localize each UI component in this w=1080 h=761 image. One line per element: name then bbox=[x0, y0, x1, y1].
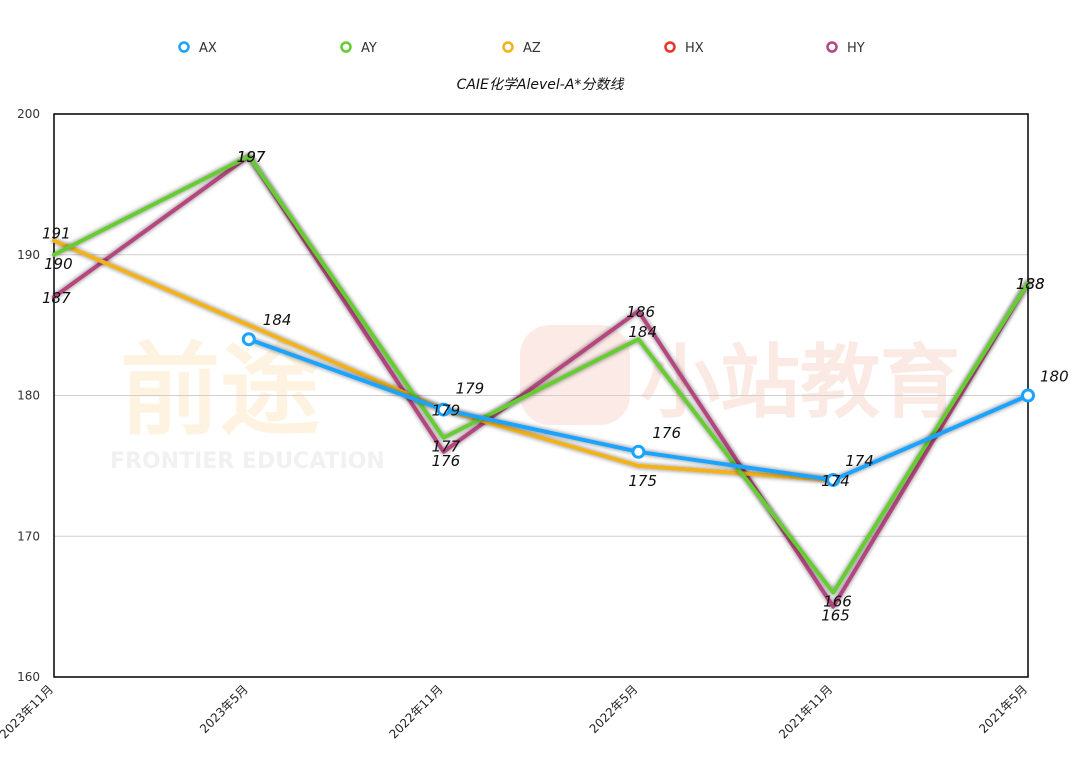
legend-item-az[interactable]: AZ bbox=[502, 41, 541, 56]
legend-item-ax[interactable]: AX bbox=[178, 41, 217, 56]
watermark-subtitle-left: FRONTIER EDUCATION bbox=[110, 449, 385, 474]
x-axis: 2023年11月 2023年5月 2022年11月 2022年5月 2021年11月 20… bbox=[0, 682, 1030, 741]
data-label-ay: 166 bbox=[823, 593, 852, 611]
data-label-ax: 176 bbox=[652, 424, 681, 442]
data-label-ax: 179 bbox=[456, 380, 485, 398]
y-tick-label: 200 bbox=[17, 107, 40, 121]
series-layer bbox=[52, 154, 1035, 609]
legend-marker-icon bbox=[340, 41, 352, 53]
legend-item-hy[interactable]: HY bbox=[826, 41, 865, 56]
x-tick-label: 2023年5月 bbox=[197, 682, 251, 736]
legend-marker-icon bbox=[826, 41, 838, 53]
series-point-ax bbox=[436, 402, 451, 417]
y-tick-label: 160 bbox=[17, 670, 40, 684]
watermark-logo-left: 前途 bbox=[120, 332, 320, 449]
data-label-hy: 187 bbox=[42, 289, 71, 307]
legend-label: AY bbox=[361, 41, 377, 56]
legend-label: HX bbox=[685, 41, 704, 56]
y-tick-label: 170 bbox=[17, 529, 40, 543]
data-label-hy: 176 bbox=[432, 452, 461, 470]
legend-label: AX bbox=[199, 41, 217, 56]
legend-item-ay[interactable]: AY bbox=[340, 41, 377, 56]
legend-marker-icon bbox=[178, 41, 190, 53]
series-line-ay bbox=[52, 154, 1030, 595]
series-line-az bbox=[52, 238, 836, 482]
data-label-ax: 184 bbox=[263, 311, 292, 329]
x-tick-label: 2022年11月 bbox=[386, 682, 445, 741]
legend-label: HY bbox=[847, 41, 865, 56]
data-label-hy: 188 bbox=[1016, 275, 1045, 293]
watermark: 前途 FRONTIER EDUCATION 小站教育 bbox=[110, 325, 960, 474]
plot-area bbox=[53, 113, 1029, 678]
y-tick-label: 190 bbox=[17, 248, 40, 262]
data-label-az: 179 bbox=[432, 402, 461, 420]
series-point-ax bbox=[1021, 388, 1035, 403]
data-label-az: 191 bbox=[42, 225, 71, 243]
data-label-ax: 174 bbox=[845, 452, 874, 470]
data-label-hy: 186 bbox=[626, 303, 655, 321]
data-label-hy: 165 bbox=[821, 607, 850, 625]
legend-marker-icon bbox=[664, 41, 676, 53]
series-line-hy bbox=[52, 154, 1030, 609]
x-tick-label: 2021年11月 bbox=[776, 682, 835, 741]
series-point-ax bbox=[826, 472, 841, 487]
watermark-logo-right: 小站教育 bbox=[640, 336, 960, 429]
legend: AX AY AZ HX HY bbox=[178, 41, 865, 56]
data-label-hy: 197 bbox=[237, 148, 266, 166]
data-label-ay: 190 bbox=[44, 255, 73, 273]
legend-item-hx[interactable]: HX bbox=[664, 41, 704, 56]
x-tick-label: 2021年5月 bbox=[976, 682, 1030, 736]
x-tick-label: 2022年5月 bbox=[587, 682, 641, 736]
data-label-ay: 184 bbox=[628, 323, 657, 341]
y-axis: 160 170 180 190 200 bbox=[17, 107, 40, 684]
series-point-ax bbox=[241, 332, 256, 347]
data-label-ay: 188 bbox=[1016, 275, 1045, 293]
data-label-az: 174 bbox=[821, 472, 850, 490]
watermark-badge bbox=[520, 325, 630, 425]
series-point-ax bbox=[631, 444, 646, 459]
legend-marker-icon bbox=[502, 41, 514, 53]
x-tick-label: 2023年11月 bbox=[0, 682, 56, 741]
chart-title: CAIE化学Alevel-A*分数线 bbox=[457, 77, 626, 93]
data-label-ax: 180 bbox=[1040, 368, 1069, 386]
legend-label: AZ bbox=[523, 41, 541, 56]
y-tick-label: 180 bbox=[17, 389, 40, 403]
data-label-az: 175 bbox=[628, 472, 657, 490]
data-label-ay: 177 bbox=[432, 438, 461, 456]
data-label-ay: 197 bbox=[237, 148, 266, 166]
